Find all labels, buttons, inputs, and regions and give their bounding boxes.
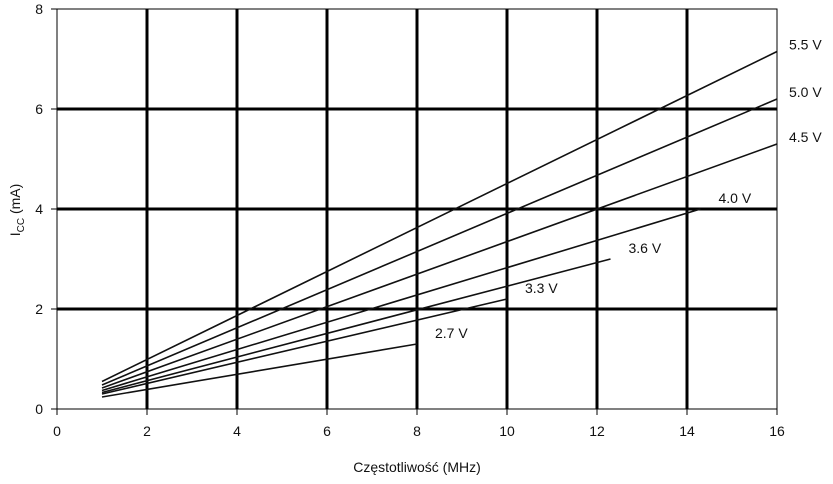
y-axis-title-sub: CC bbox=[16, 218, 27, 232]
x-tick-labels: 0 2 4 6 8 10 12 14 16 bbox=[53, 409, 785, 439]
series-label-55: 5.5 V bbox=[789, 37, 822, 53]
y-tick-label: 2 bbox=[35, 301, 43, 317]
y-tick-label: 6 bbox=[35, 101, 43, 117]
x-tick-label: 8 bbox=[413, 423, 421, 439]
x-axis-title: Częstotliwość (MHz) bbox=[353, 459, 481, 475]
series-label-50: 5.0 V bbox=[789, 84, 822, 100]
y-tick-label: 0 bbox=[35, 401, 43, 417]
series-label-33: 3.3 V bbox=[525, 280, 558, 296]
series-line-27 bbox=[101, 343, 418, 398]
x-tick-label: 14 bbox=[679, 423, 695, 439]
series-label-36: 3.6 V bbox=[629, 240, 662, 256]
y-axis-title-main: I bbox=[7, 232, 23, 236]
series-line-50 bbox=[101, 98, 778, 386]
x-tick-label: 10 bbox=[499, 423, 515, 439]
series-line-55 bbox=[101, 50, 778, 383]
y-tick-label: 4 bbox=[35, 201, 43, 217]
y-axis-title-unit: (mA) bbox=[7, 184, 23, 218]
series-line-45 bbox=[101, 143, 778, 389]
y-tick-label: 8 bbox=[35, 1, 43, 17]
x-tick-label: 2 bbox=[143, 423, 151, 439]
x-tick-label: 12 bbox=[589, 423, 605, 439]
y-tick-labels: 0 2 4 6 8 bbox=[35, 1, 57, 417]
series-label-45: 4.5 V bbox=[789, 129, 822, 145]
series-line-36 bbox=[101, 258, 611, 394]
x-tick-label: 4 bbox=[233, 423, 241, 439]
series-labels: 5.5 V 5.0 V 4.5 V 4.0 V 3.6 V 3.3 V 2.7 V bbox=[435, 37, 822, 342]
series-lines bbox=[101, 50, 778, 398]
series-label-40: 4.0 V bbox=[719, 190, 752, 206]
series-label-27: 2.7 V bbox=[435, 325, 468, 341]
x-tick-label: 6 bbox=[323, 423, 331, 439]
x-tick-label: 16 bbox=[769, 423, 785, 439]
series-line-33 bbox=[101, 298, 508, 395]
series-line-40 bbox=[101, 208, 701, 392]
y-axis-title: ICC (mA) bbox=[7, 184, 27, 237]
x-tick-label: 0 bbox=[53, 423, 61, 439]
